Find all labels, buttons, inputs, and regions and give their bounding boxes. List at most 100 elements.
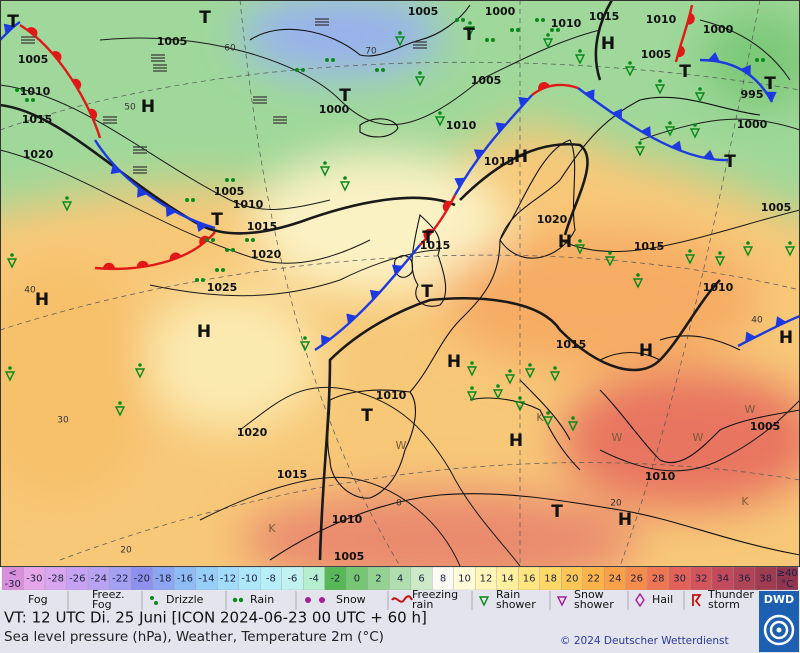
rain-dot [191,198,195,202]
scale-label: -28 [48,574,64,585]
pressure-center: T [199,8,211,28]
pressure-center: H [197,322,211,342]
weather-legend-label: Freez. [92,588,125,601]
isobar-label: 1000 [737,118,768,131]
pressure-center: H [779,328,793,348]
rain-shower-dot [8,366,12,370]
rain-shower-symbol [689,128,701,139]
pressure-center: H [558,232,572,252]
isobar-label: 1010 [20,85,51,98]
pressure-center: T [361,406,373,426]
temperature-shading [0,0,800,566]
weather-legend-label: Freezing [412,588,458,601]
rain-shower-symbol [624,66,636,77]
isobar-label: 1000 [319,103,350,116]
temperature-scale: <-30 -30 -28 -26 -24 -22 -20 -18 -16 -14 -12 -10 -8-… [1,566,799,591]
scale-label: -6 [287,574,297,585]
rain-shower-symbol [114,406,126,417]
weather-legend-label: Snow [574,588,604,601]
rain-dot [15,88,19,92]
rain-icon [238,597,244,603]
rain-dot [516,28,520,32]
isobar-label: 1005 [157,35,188,48]
rain-shower-symbol [632,278,644,289]
cold-front-triangle [708,51,720,62]
scale-label: -24 [91,574,107,585]
pressure-center: H [639,341,653,361]
rain-shower-dot [638,141,642,145]
rain-shower-dot [578,239,582,243]
scale-label: 20 [566,574,579,585]
isobar-label: 1020 [23,148,54,161]
isobar-label: 1005 [761,201,792,214]
rain-shower-symbol [504,374,516,385]
isobar-label: 1015 [589,10,620,23]
rain-shower-symbol [742,246,754,257]
graticule-label: 50 [124,103,136,113]
isobar-label: 1015 [634,240,665,253]
rain-shower-symbol [634,146,646,157]
scale-label: 18 [544,574,557,585]
scale-label: 0 [354,574,360,585]
warm-front-semicircle [442,200,452,213]
rain-dot [461,18,465,22]
front-line [674,4,694,63]
dwd-logo: DWD [759,591,799,652]
rain-dot [295,68,299,72]
rain-shower-dot [508,369,512,373]
rain-shower-dot [546,33,550,37]
rain-shower-symbol [514,401,526,412]
rain-shower-dot [418,71,422,75]
cold-front-triangle [473,149,485,160]
cold-front-triangle [745,331,756,343]
front-line [93,139,216,230]
rain-shower-symbol [339,181,351,192]
rain-shower-symbol [4,371,16,382]
logo-swirl [763,614,795,646]
rain-shower-symbol [784,246,796,257]
rain-dot [185,198,189,202]
coastlines [249,4,800,561]
isobar-label: 1015 [484,155,515,168]
drizzle-icon [150,596,154,600]
rain-dot [201,278,205,282]
scale-label: -18 [155,574,171,585]
logo-swirl [769,620,789,640]
warm-front-semicircle [51,51,62,62]
rain-shower-symbol [542,416,554,427]
graticule-label: 0 [396,499,402,509]
rain-dot [755,58,759,62]
warm-front-semicircle [88,108,98,121]
graticule-label: 20 [120,546,132,556]
rain-dot [225,248,229,252]
warm-front-semicircle [169,252,182,261]
cold-front-triangle [321,334,332,346]
rain-shower-symbol [549,371,561,382]
scale-label: 2 [375,574,381,585]
rain-shower-dot [65,196,69,200]
cold-front-triangle [584,89,595,100]
rain-dot [215,268,219,272]
isobar-label: 1015 [556,338,587,351]
rain-shower-symbol [492,389,504,400]
rain-shower-dot [438,111,442,115]
rain-shower-symbol [694,92,706,103]
pressure-center: H [601,34,615,54]
rain-dot [251,238,255,242]
graticule-label: 40 [751,316,763,326]
isobar-label: 1000 [703,23,734,36]
copyright: © 2024 Deutscher Wetterdienst [560,635,729,647]
rain-shower-dot [10,253,14,257]
isobar-label: 1010 [376,389,407,402]
cold-front-triangle [137,186,148,198]
scale-label: 26 [630,574,643,585]
isobar-label: 1005 [750,420,781,433]
isobar-label: 1005 [214,185,245,198]
scale-label: 22 [587,574,600,585]
scale-label: -2 [330,574,340,585]
scale-label: 24 [609,574,622,585]
weather-legend-label: Thunder [707,588,754,601]
rain-shower-symbol [524,368,536,379]
rain-shower-dot [571,416,575,420]
